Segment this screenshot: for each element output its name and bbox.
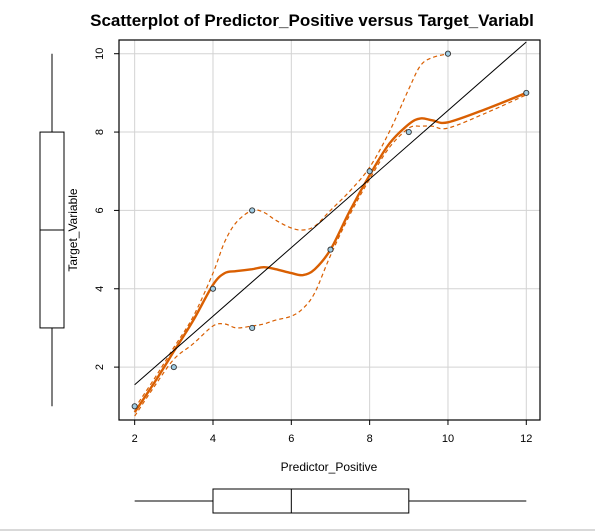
data-point <box>366 168 373 175</box>
y-tick-label: 10 <box>94 48 106 60</box>
x-tick-label: 10 <box>442 433 454 445</box>
x-axis-ticks: 2 4 6 8 10 12 <box>132 420 532 445</box>
y-boxplot <box>39 53 65 407</box>
data-point <box>249 207 256 214</box>
lower-band-line <box>134 94 527 417</box>
data-points <box>131 50 530 410</box>
upper-band-line <box>134 53 449 409</box>
plot-frame <box>118 39 541 421</box>
data-point <box>327 246 334 253</box>
data-point <box>444 50 452 57</box>
bottom-divider <box>0 529 595 531</box>
data-point <box>523 89 530 96</box>
data-point <box>249 324 256 331</box>
y-axis-ticks: 2 4 6 8 10 <box>94 48 119 370</box>
y-tick-label: 6 <box>94 207 106 213</box>
data-point <box>170 364 177 371</box>
y-axis-label: Target_Variable <box>66 188 80 271</box>
x-axis-label: Predictor_Positive <box>281 460 378 474</box>
x-tick-label: 4 <box>210 433 216 445</box>
y-tick-label: 4 <box>94 286 106 292</box>
chart-title: Scatterplot of Predictor_Positive versus… <box>90 11 534 30</box>
x-tick-label: 8 <box>367 433 373 445</box>
y-tick-label: 2 <box>94 364 106 370</box>
confidence-bands <box>134 53 527 417</box>
smooth-line <box>133 91 527 413</box>
regression-line-segment <box>134 41 527 386</box>
x-tick-label: 6 <box>288 433 294 445</box>
x-tick-label: 2 <box>132 433 138 445</box>
grid-lines <box>119 40 540 420</box>
x-boxplot <box>134 488 527 514</box>
y-tick-label: 8 <box>94 129 106 135</box>
smooth-curve <box>133 91 527 413</box>
data-point <box>405 129 412 136</box>
regression-line <box>134 41 527 386</box>
data-point <box>131 403 138 410</box>
data-point <box>209 285 217 292</box>
x-tick-label: 12 <box>520 433 532 445</box>
x-boxplot-box <box>212 488 410 514</box>
